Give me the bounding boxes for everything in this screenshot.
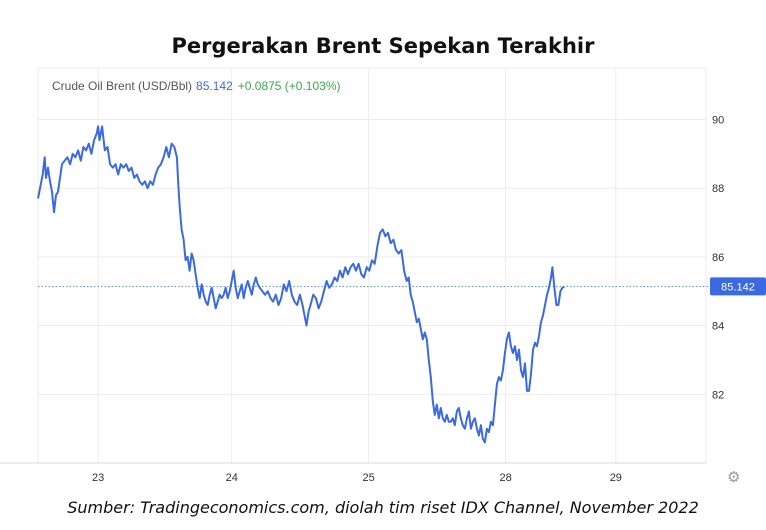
grid xyxy=(37,67,711,464)
last-value: 85.142 xyxy=(196,79,233,93)
price-tag xyxy=(710,277,766,296)
x-tick-label: 28 xyxy=(499,472,511,484)
instrument-name: Crude Oil Brent (USD/Bbl) xyxy=(52,79,192,93)
y-tick-label: 90 xyxy=(712,115,724,127)
x-tick-label: 29 xyxy=(610,472,622,484)
x-tick-label: 24 xyxy=(226,472,238,484)
y-tick-label: 88 xyxy=(712,183,724,195)
plot-frame xyxy=(37,67,707,464)
price-tag-label: 85.142 xyxy=(721,281,755,293)
chart-header: Crude Oil Brent (USD/Bbl) 85.142 +0.0875 (… xyxy=(52,79,341,93)
y-tick-label: 84 xyxy=(712,321,724,333)
gear-icon[interactable]: ⚙ xyxy=(727,468,741,486)
series-layer xyxy=(37,125,565,444)
change-value: +0.0875 (+0.103%) xyxy=(238,79,341,93)
instrument-header: Crude Oil Brent (USD/Bbl) 85.142 +0.0875 (… xyxy=(52,79,341,93)
chart-title: Pergerakan Brent Sepekan Terakhir xyxy=(171,34,595,58)
series-line-brent xyxy=(37,125,565,444)
x-tick-label: 25 xyxy=(363,472,375,484)
x-tick-label: 23 xyxy=(92,472,104,484)
axes: 90 88 86 84 82 23 24 25 28 29 85.142 xyxy=(0,115,766,484)
y-tick-label: 82 xyxy=(712,389,724,401)
source-note: Sumber: Tradingeconomics.com, diolah tim… xyxy=(67,498,699,517)
y-tick-label: 86 xyxy=(712,252,724,264)
